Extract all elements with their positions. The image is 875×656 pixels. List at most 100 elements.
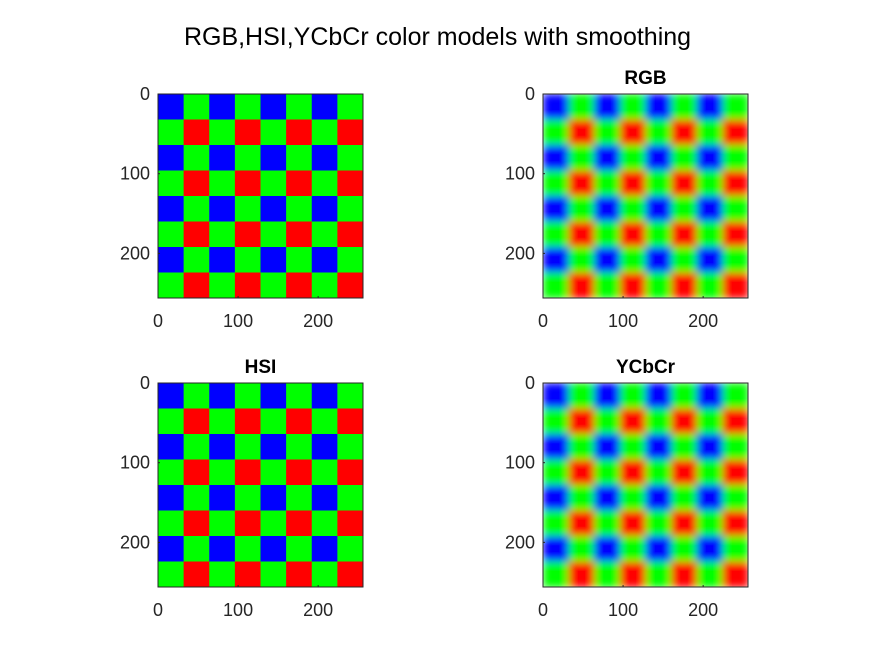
cell-blue xyxy=(209,94,236,121)
cell-green xyxy=(260,561,287,587)
cell-red xyxy=(286,272,313,298)
cell-green xyxy=(543,272,570,298)
cell-red xyxy=(568,459,595,486)
cell-blue xyxy=(311,145,338,172)
cell-green xyxy=(619,536,647,563)
cell-blue xyxy=(543,383,570,410)
cell-green xyxy=(722,145,748,172)
cell-red xyxy=(722,561,748,587)
cell-green xyxy=(722,536,748,563)
cell-green xyxy=(311,119,338,146)
cell-blue xyxy=(209,434,236,461)
y-tick-label: 0 xyxy=(140,373,150,393)
cell-green xyxy=(286,247,313,274)
cell-blue xyxy=(696,383,723,410)
cell-red xyxy=(337,170,363,197)
axes-3: 0 100 200 0 100 200 YCbCr xyxy=(505,357,749,620)
y-tick-label: 200 xyxy=(120,532,150,552)
cell-green xyxy=(568,94,595,121)
cell-red xyxy=(671,561,698,587)
cell-green xyxy=(183,434,210,461)
cell-green xyxy=(568,145,595,172)
cell-green xyxy=(234,383,262,410)
cell-green xyxy=(645,459,672,486)
cell-blue xyxy=(543,247,570,274)
cell-red xyxy=(619,119,647,146)
image-cells xyxy=(543,383,748,587)
axes-layer: 0 100 200 0 100 200 0 100 200 0 100 200 RGB 0 100 200 0 1… xyxy=(120,68,749,620)
cell-green xyxy=(209,170,236,197)
cell-blue xyxy=(260,536,287,563)
cell-green xyxy=(722,485,748,512)
cell-red xyxy=(234,510,262,537)
cell-green xyxy=(594,119,621,146)
cell-green xyxy=(619,196,647,223)
cell-green xyxy=(543,510,570,537)
cell-red xyxy=(234,408,262,435)
cell-blue xyxy=(260,94,287,121)
cell-green xyxy=(209,119,236,146)
cell-green xyxy=(234,247,262,274)
cell-blue xyxy=(594,536,621,563)
y-tick-label: 100 xyxy=(120,164,150,184)
x-tick-label: 0 xyxy=(538,311,548,331)
cell-blue xyxy=(543,434,570,461)
cell-blue xyxy=(594,94,621,121)
cell-green xyxy=(671,196,698,223)
cell-green xyxy=(158,561,185,587)
cell-green xyxy=(696,170,723,197)
cell-green xyxy=(260,170,287,197)
cell-green xyxy=(234,536,262,563)
axes-title: YCbCr xyxy=(616,357,676,378)
cell-green xyxy=(594,510,621,537)
cell-green xyxy=(568,196,595,223)
cell-blue xyxy=(158,383,185,410)
cell-blue xyxy=(158,94,185,121)
axes-frame xyxy=(542,382,749,588)
cell-green xyxy=(183,383,210,410)
cell-green xyxy=(183,247,210,274)
cell-green xyxy=(311,272,338,298)
cell-green xyxy=(645,119,672,146)
cell-green xyxy=(594,272,621,298)
cell-red xyxy=(286,459,313,486)
y-tick-label: 200 xyxy=(505,243,535,263)
cell-blue xyxy=(696,247,723,274)
cell-blue xyxy=(311,383,338,410)
cell-blue xyxy=(158,485,185,512)
cell-red xyxy=(722,408,748,435)
cell-red xyxy=(286,170,313,197)
cell-red xyxy=(183,510,210,537)
cell-green xyxy=(722,94,748,121)
cell-green xyxy=(183,536,210,563)
cell-red xyxy=(568,408,595,435)
cell-green xyxy=(158,170,185,197)
cell-green xyxy=(260,119,287,146)
cell-blue xyxy=(543,196,570,223)
cell-red xyxy=(722,221,748,248)
cell-red xyxy=(337,408,363,435)
cell-blue xyxy=(311,536,338,563)
cell-green xyxy=(568,485,595,512)
cell-red xyxy=(671,408,698,435)
cell-green xyxy=(337,94,363,121)
cell-green xyxy=(722,383,748,410)
y-tick-label: 100 xyxy=(505,453,535,473)
cell-blue xyxy=(158,536,185,563)
cell-green xyxy=(337,196,363,223)
axes-2: 0 100 200 0 100 200 HSI xyxy=(120,357,364,620)
cell-red xyxy=(286,510,313,537)
cell-blue xyxy=(158,247,185,274)
cell-blue xyxy=(594,145,621,172)
cell-green xyxy=(311,408,338,435)
cell-green xyxy=(722,247,748,274)
cell-blue xyxy=(260,247,287,274)
cell-red xyxy=(619,561,647,587)
cell-green xyxy=(619,145,647,172)
cell-red xyxy=(183,221,210,248)
x-tick-label: 100 xyxy=(608,600,638,620)
cell-green xyxy=(568,247,595,274)
y-tick-label: 0 xyxy=(140,84,150,104)
cell-green xyxy=(311,561,338,587)
cell-green xyxy=(234,145,262,172)
